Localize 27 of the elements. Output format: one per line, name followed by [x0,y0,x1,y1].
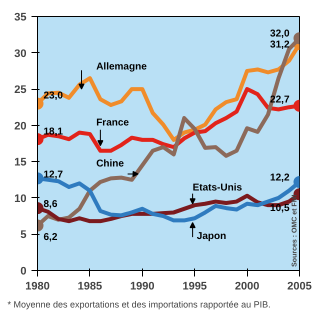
x-tick-label: 1980 [25,280,50,292]
x-tick-label: 2005 [287,280,312,292]
x-tick-label: 1990 [130,280,155,292]
data-label: 32,0 [270,28,290,40]
data-label: 12,2 [270,172,290,184]
series-label: France [96,117,130,128]
series-label: Etats-Unis [192,182,242,194]
y-tick-label: 10 [14,192,27,205]
x-tick-label: 1985 [78,280,102,292]
series-label: Japon [196,231,226,242]
data-label: 8,6 [44,199,58,210]
y-tick-label: 20 [14,120,27,132]
y-tick-label: 0 [20,266,27,278]
y-tick-label: 25 [14,84,27,96]
y-tick-label: 5 [20,229,27,242]
y-tick-label: 35 [14,12,27,24]
y-tick-label: 30 [14,48,27,60]
x-tick-label: 2000 [234,280,260,292]
text: * Moyenne des exportations et des importations rapportée au PIB. [8,300,271,310]
data-label: 10,5 [270,202,290,214]
data-label: 12,7 [44,169,64,180]
data-label: 6,2 [44,232,58,243]
data-label: 31,2 [270,40,290,51]
x-tick-label: 1995 [182,280,207,292]
series-label: Allemagne [96,61,148,72]
series-label: Chine [96,158,124,170]
y-tick-label: 15 [14,156,27,169]
